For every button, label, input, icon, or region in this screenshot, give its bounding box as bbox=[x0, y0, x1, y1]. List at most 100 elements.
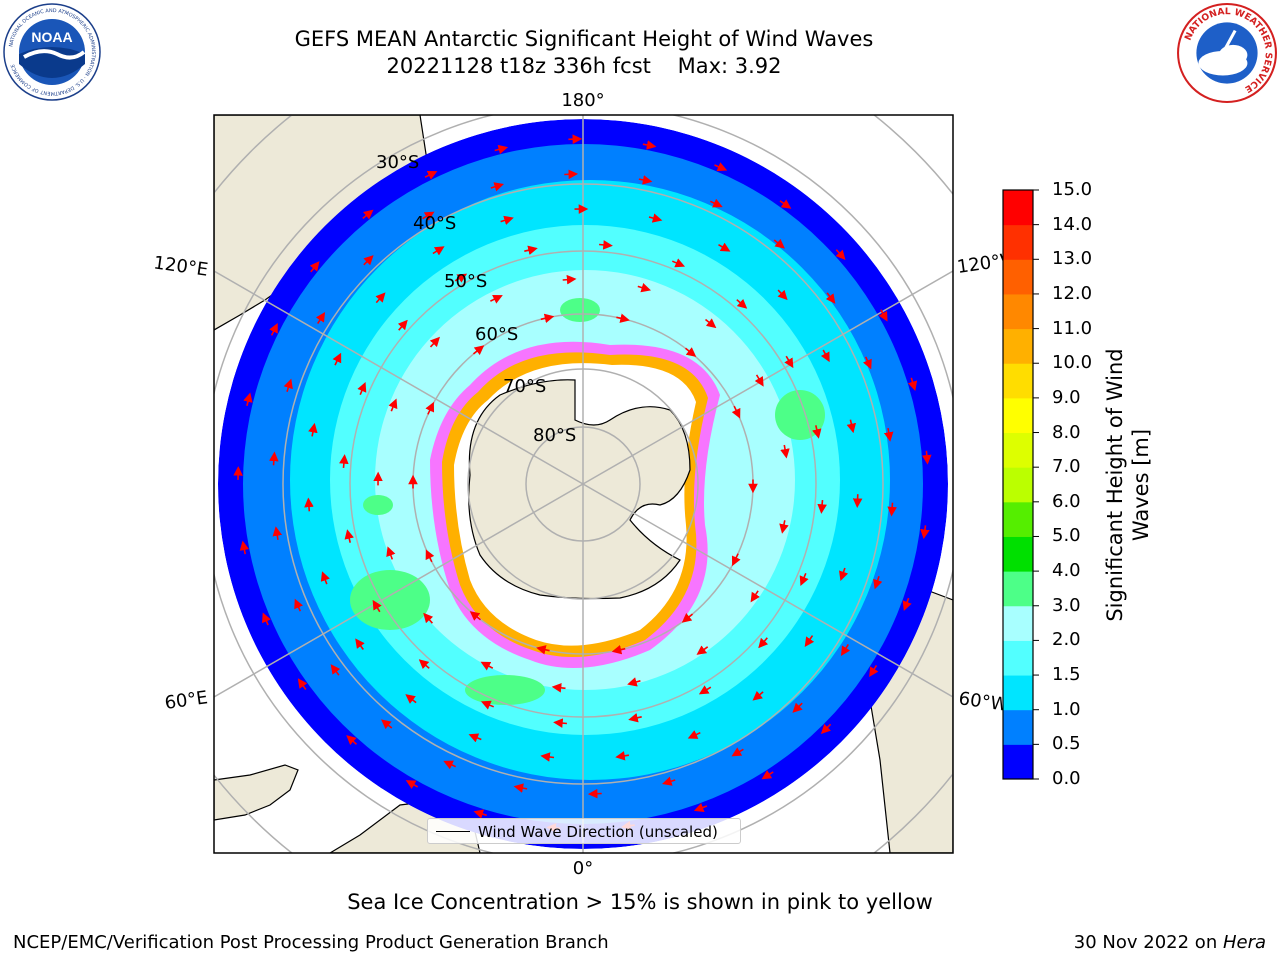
wave-direction-arrow bbox=[615, 751, 630, 761]
wave-direction-arrow bbox=[862, 356, 872, 370]
wave-direction-arrow bbox=[835, 249, 846, 260]
wave-direction-arrow bbox=[611, 644, 626, 655]
wave-direction-arrow bbox=[297, 678, 308, 690]
wave-direction-arrow bbox=[804, 635, 815, 647]
colorbar-tick-label: 11.0 bbox=[1052, 317, 1093, 339]
colorbar-tick-label: 0.5 bbox=[1052, 733, 1081, 755]
wave-direction-arrow bbox=[315, 311, 326, 325]
wave-direction-arrow bbox=[779, 520, 789, 534]
wave-direction-arrow bbox=[432, 246, 445, 256]
wave-direction-arrow bbox=[752, 690, 764, 701]
colorbar-segment bbox=[1003, 536, 1033, 572]
africa-land bbox=[214, 764, 299, 821]
wave-direction-arrow bbox=[283, 378, 293, 392]
wave-direction-arrow bbox=[540, 313, 555, 324]
colorbar-segment bbox=[1003, 293, 1033, 330]
wave-direction-arrow bbox=[480, 661, 494, 671]
wave-direction-arrow bbox=[524, 245, 538, 255]
colorbar-tick-label: 0.0 bbox=[1052, 768, 1081, 789]
lon-label-180: 180° bbox=[561, 90, 604, 111]
wave-direction-arrow bbox=[731, 553, 741, 567]
wave-direction-arrow bbox=[425, 401, 435, 415]
colorbar-tick-label: 1.5 bbox=[1052, 664, 1081, 686]
wave-direction-arrow bbox=[628, 713, 642, 723]
colorbar-segment bbox=[1003, 259, 1033, 295]
wave-direction-arrow bbox=[362, 209, 374, 220]
wave-direction-arrow bbox=[773, 238, 785, 249]
wave-direction-arrow bbox=[344, 529, 354, 543]
colorbar-tick-label: 12.0 bbox=[1052, 282, 1093, 304]
colorbar-segment bbox=[1003, 675, 1033, 711]
wave-direction-arrow bbox=[500, 215, 514, 225]
lat-label-40s: 40°S bbox=[413, 213, 456, 234]
wave-direction-arrow bbox=[696, 645, 709, 655]
title-line-2: 20221128 t18z 336h fcst Max: 3.92 bbox=[386, 54, 782, 78]
wave-direction-arrow bbox=[780, 444, 790, 459]
wave-direction-arrow bbox=[736, 298, 748, 309]
wave-direction-arrow bbox=[363, 255, 374, 266]
wave-direction-arrow bbox=[616, 313, 630, 323]
wave-direction-arrow bbox=[332, 352, 342, 366]
wave-direction-arrow bbox=[551, 683, 566, 693]
colorbar-tick-label: 3.0 bbox=[1052, 594, 1081, 616]
wave-direction-arrow bbox=[812, 425, 822, 439]
wave-direction-arrow bbox=[339, 454, 349, 468]
wave-direction-arrow bbox=[873, 576, 883, 590]
lon-label-60w: 60°W bbox=[957, 688, 1009, 716]
colorbar-segment bbox=[1003, 397, 1033, 434]
antarctica-land bbox=[468, 379, 691, 600]
wave-direction-arrow bbox=[320, 571, 330, 585]
lon-label-60e: 60°E bbox=[163, 687, 209, 714]
lat-label-60s: 60°S bbox=[475, 324, 518, 345]
sea-ice-note: Sea Ice Concentration > 15% is shown in … bbox=[347, 890, 933, 914]
wave-direction-arrow bbox=[820, 723, 832, 734]
lat-label-80s: 80°S bbox=[533, 425, 576, 446]
wave-direction-arrow bbox=[429, 336, 440, 348]
colorbar-segment bbox=[1003, 363, 1033, 399]
wave-direction-arrow bbox=[687, 730, 701, 739]
wave-direction-arrow bbox=[308, 422, 318, 437]
colorbar-segment bbox=[1003, 605, 1033, 641]
wave-direction-arrow bbox=[418, 659, 430, 670]
colorbar-segment bbox=[1003, 571, 1033, 607]
wave-direction-arrow bbox=[784, 355, 794, 369]
longitude-grid bbox=[214, 115, 953, 853]
wave-direction-arrow bbox=[490, 182, 504, 192]
wave-direction-arrow bbox=[480, 700, 495, 710]
lat-label-70s: 70°S bbox=[503, 376, 546, 397]
wave-direction-arrow bbox=[693, 803, 708, 813]
legend-label: Wind Wave Direction (unscaled) bbox=[478, 823, 718, 841]
colorbar-segment bbox=[1003, 709, 1033, 745]
wave-direction-arrow bbox=[272, 526, 283, 541]
noaa-logo: NOAA NATIONAL OCEANIC AND ATMOSPHERIC AD… bbox=[3, 3, 101, 101]
wave-direction-arrow bbox=[262, 612, 271, 626]
wave-direction-arrow bbox=[878, 309, 888, 322]
wave-direction-arrow bbox=[269, 322, 278, 336]
wave-direction-arrow bbox=[562, 274, 577, 285]
wave-direction-arrow bbox=[698, 685, 712, 695]
lat-label-50s: 50°S bbox=[444, 271, 487, 292]
wave-direction-arrow bbox=[642, 140, 657, 150]
colorbar-tick-label: 13.0 bbox=[1052, 248, 1093, 270]
wave-direction-arrow bbox=[422, 211, 435, 221]
legend-line-sample bbox=[436, 831, 470, 832]
colorbar-segment bbox=[1003, 467, 1033, 503]
wave-direction-arrow bbox=[473, 345, 485, 356]
wave-direction-arrow bbox=[294, 598, 304, 612]
wave-direction-arrow bbox=[355, 638, 365, 650]
wave-direction-arrow bbox=[540, 752, 555, 762]
colorbar-segment bbox=[1003, 432, 1033, 468]
wind-wave-arrows bbox=[233, 134, 932, 833]
wave-direction-arrow bbox=[638, 175, 653, 185]
colorbar-segment bbox=[1003, 640, 1033, 676]
wave-direction-arrow bbox=[405, 780, 419, 790]
wave-direction-arrow bbox=[681, 612, 693, 623]
wave-direction-arrow bbox=[761, 770, 774, 780]
wave-direction-arrow bbox=[921, 450, 932, 465]
colorbar-tick-label: 15.0 bbox=[1052, 179, 1093, 200]
date-text: 30 Nov 2022 on Hera bbox=[1074, 932, 1266, 953]
wave-direction-arrow bbox=[627, 677, 641, 687]
wave-direction-arrow bbox=[599, 240, 613, 250]
wave-direction-arrow bbox=[536, 645, 550, 655]
